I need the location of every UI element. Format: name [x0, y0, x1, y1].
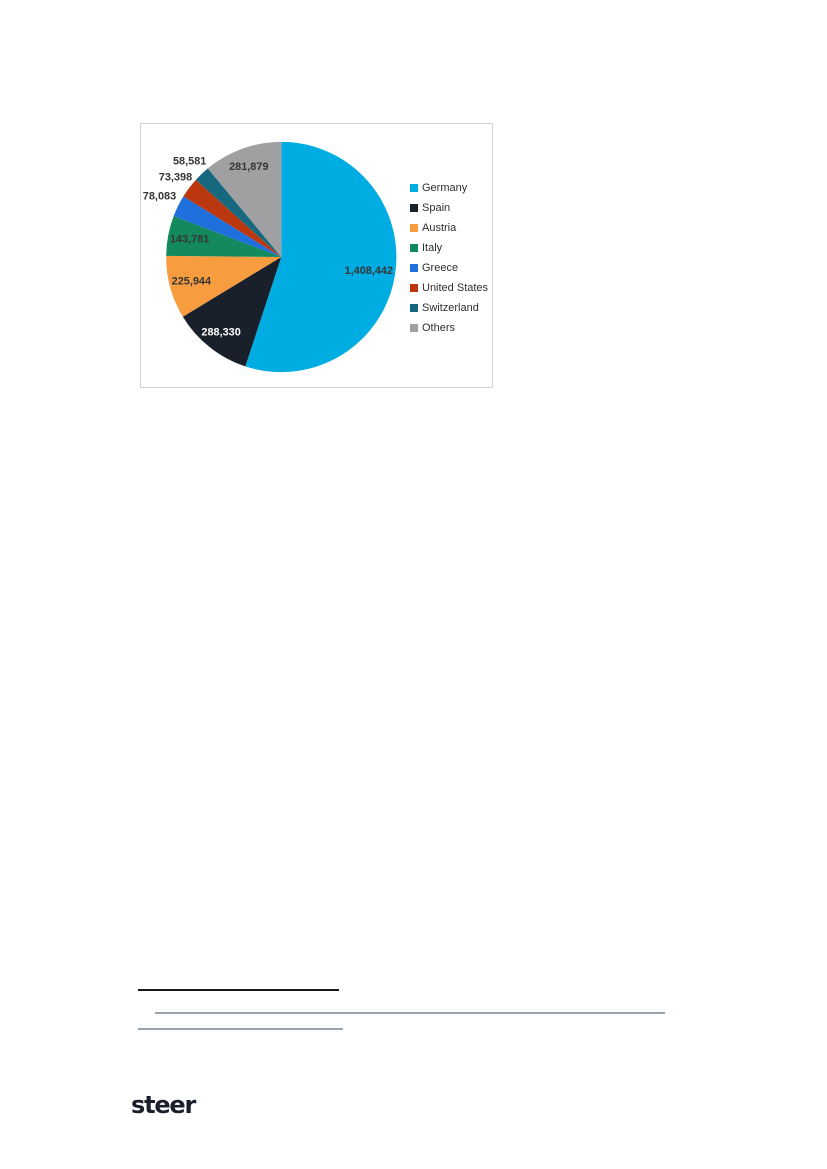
legend-label-germany: Germany	[422, 181, 468, 194]
pie-chart-figure: 1,408,442 288,330 225,944 143,781 78,083 73,3…	[140, 123, 493, 388]
legend-label-italy: Italy	[422, 241, 443, 254]
pie-value-label-italy: 143,781	[170, 234, 209, 246]
pie-value-label-germany: 1,408,442	[345, 265, 394, 277]
legend-item-germany: Germany	[410, 178, 488, 198]
footnote-separator-gray-short	[138, 1028, 343, 1030]
legend-item-spain: Spain	[410, 198, 488, 218]
legend-swatch-united-states	[410, 284, 418, 292]
legend-swatch-switzerland	[410, 304, 418, 312]
pie-value-label-spain: 288,330	[201, 327, 240, 339]
pie-value-label-united-states: 73,398	[159, 171, 192, 183]
legend-label-united-states: United States	[422, 281, 489, 294]
pie-value-label-greece: 78,083	[143, 191, 176, 203]
footnote-separator-gray-long	[155, 1012, 665, 1014]
legend-swatch-others	[410, 324, 418, 332]
legend-item-austria: Austria	[410, 218, 488, 238]
pie-slice-greece	[173, 196, 282, 257]
pie-slice-switzerland	[195, 168, 282, 257]
legend-label-switzerland: Switzerland	[422, 301, 479, 314]
footnote-separator-black	[138, 989, 339, 991]
legend-swatch-spain	[410, 204, 418, 212]
legend-swatch-austria	[410, 224, 418, 232]
legend-item-italy: Italy	[410, 238, 488, 258]
legend-label-spain: Spain	[422, 201, 451, 214]
pie-slice-spain	[182, 256, 282, 367]
pie-slice-others	[207, 141, 282, 257]
chart-legend: Germany Spain Austria Italy Greece United Sta…	[410, 178, 488, 338]
pie-value-label-others: 281,879	[229, 161, 268, 173]
legend-swatch-germany	[410, 184, 418, 192]
pie-slice-austria	[166, 255, 282, 317]
legend-label-others: Others	[422, 321, 456, 334]
legend-label-greece: Greece	[422, 261, 459, 274]
pie-slice-germany	[245, 141, 397, 373]
legend-item-greece: Greece	[410, 258, 488, 278]
pie-slice-united-states	[183, 179, 282, 257]
pie-chart: 1,408,442 288,330 225,944 143,781 78,083 73,3…	[143, 141, 397, 373]
pie-slice-italy	[166, 216, 282, 257]
legend-item-switzerland: Switzerland	[410, 298, 488, 318]
legend-item-united-states: United States	[410, 278, 488, 298]
legend-label-austria: Austria	[422, 221, 457, 234]
legend-swatch-greece	[410, 264, 418, 272]
legend-swatch-italy	[410, 244, 418, 252]
pie-value-label-austria: 225,944	[172, 276, 211, 288]
steer-logo: steer	[131, 1091, 196, 1119]
pie-value-label-switzerland: 58,581	[173, 155, 206, 167]
legend-item-others: Others	[410, 318, 488, 338]
